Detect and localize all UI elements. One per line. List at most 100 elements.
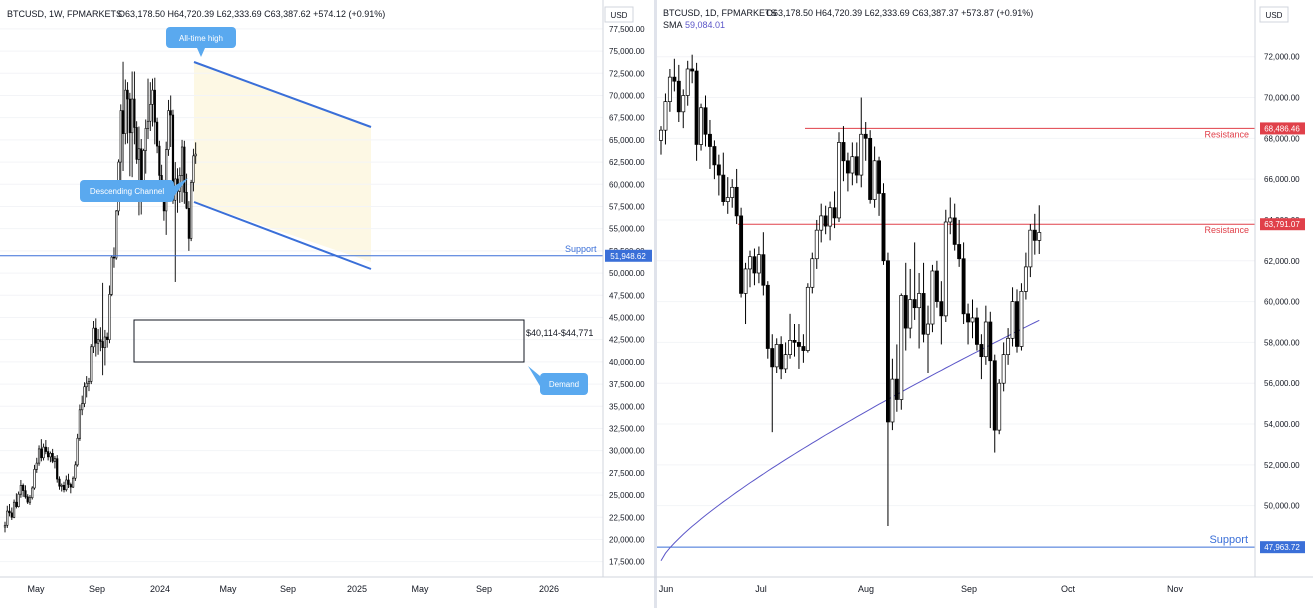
daily-candle-body [743, 268, 748, 294]
weekly-symbol-title: BTCUSD, 1W, FPMARKETS [7, 9, 122, 19]
weekly-candle-body [19, 485, 22, 495]
daily-currency-box [1259, 6, 1289, 23]
daily-chart-panel[interactable]: Resistance Resistance Support BTCUSD, 1D… [657, 8, 1255, 561]
weekly-candle-body [37, 448, 41, 464]
daily-candle-body [974, 317, 979, 345]
daily-candle-body [788, 339, 793, 355]
weekly-candle-body [110, 256, 113, 295]
weekly-chart-panel[interactable]: $40,114-$44,771 Support All-time high De… [0, 0, 603, 577]
daily-y-tick-label: 62,000.00 [1264, 257, 1300, 266]
daily-y-tick-label: 60,000.00 [1264, 298, 1300, 307]
weekly-candle-body [49, 453, 52, 458]
weekly-candle-body [31, 487, 34, 499]
weekly-y-tick-label: 17,500.00 [609, 558, 645, 567]
daily-candle-body [774, 344, 779, 368]
daily-candle-body [828, 207, 833, 227]
daily-currency-label: USD [1266, 11, 1283, 20]
daily-candle-body [765, 284, 770, 349]
ath-callout-text: All-time high [179, 34, 223, 43]
weekly-y-tick-label: 55,000.00 [609, 225, 645, 234]
weekly-candle-body [115, 210, 118, 259]
daily-candle-body [868, 137, 873, 200]
weekly-y-tick-label: 62,500.00 [609, 158, 645, 167]
daily-candle-body [752, 256, 757, 274]
channel-lower-line[interactable] [193, 201, 372, 270]
weekly-candle-body [153, 89, 156, 123]
daily-price-axis[interactable]: USD 50,000.00 52,000.00 54,000.00 56,000.00… [1254, 0, 1305, 577]
daily-time-axis[interactable]: Jun Jul Aug Sep Oct Nov [659, 584, 1184, 594]
daily-gridlines [657, 56, 1255, 507]
daily-ohlc-readout: O63,178.50 H64,720.39 L62,333.69 C63,387… [766, 8, 1033, 18]
weekly-candle-body [47, 451, 50, 458]
daily-y-tick-label: 58,000.00 [1264, 338, 1300, 347]
weekly-candle-body [133, 98, 136, 128]
demand-zone-box[interactable] [133, 319, 525, 363]
daily-y-tick-label: 68,000.00 [1264, 134, 1300, 143]
ath-callout-box [166, 27, 236, 48]
weekly-y-tick-label: 25,000.00 [609, 491, 645, 500]
daily-candle-body [899, 295, 904, 400]
weekly-candle-body [131, 98, 134, 134]
daily-candle-body [779, 344, 784, 370]
weekly-candle-body [194, 153, 197, 157]
weekly-candle-body [76, 437, 79, 466]
daily-y-tick-label: 72,000.00 [1264, 53, 1300, 62]
weekly-y-tick-label: 57,500.00 [609, 202, 645, 211]
channel-upper-line[interactable] [193, 61, 372, 128]
daily-candle-body [663, 101, 668, 131]
daily-candle-body [1001, 354, 1006, 384]
weekly-candle-body [137, 148, 141, 160]
daily-candle-body [1023, 266, 1028, 292]
weekly-candle-body [58, 478, 61, 487]
weekly-x-tick-label: May [411, 584, 429, 594]
weekly-support-price: 51,948.62 [610, 252, 646, 261]
weekly-candle-body [124, 89, 127, 134]
weekly-candle-body [60, 485, 63, 487]
weekly-y-tick-label: 77,500.00 [609, 25, 645, 34]
resistance-price-upper: 68,486.46 [1264, 124, 1300, 133]
daily-candle-body [908, 299, 913, 329]
weekly-candle-body [35, 462, 38, 470]
daily-y-tick-label: 50,000.00 [1264, 502, 1300, 511]
panel-divider[interactable] [654, 0, 657, 608]
daily-candle-body [961, 258, 966, 315]
weekly-candle-body [69, 484, 72, 488]
weekly-candle-body [94, 327, 97, 344]
daily-candle-body [770, 348, 775, 368]
weekly-candle-body [10, 512, 13, 518]
daily-y-tick-label: 56,000.00 [1264, 379, 1300, 388]
weekly-candle-body [169, 110, 172, 116]
daily-candle-body [716, 164, 721, 176]
weekly-x-tick-label: Sep [476, 584, 492, 594]
weekly-y-tick-label: 42,500.00 [609, 336, 645, 345]
weekly-candle-body [24, 490, 27, 498]
daily-candle-body [730, 186, 735, 198]
weekly-candle-body [158, 145, 161, 176]
channel-callout[interactable]: Descending Channel [80, 178, 188, 202]
weekly-candle-body [185, 191, 188, 209]
daily-candle-body [939, 301, 944, 317]
daily-candle-body [690, 68, 695, 72]
weekly-candle-body [65, 479, 68, 491]
weekly-time-axis[interactable]: May Sep 2024 May Sep 2025 May Sep 2026 [27, 584, 559, 594]
weekly-price-axis[interactable]: USD 17,500.00 20,000.00 22,500.00 25,000.00… [602, 0, 652, 577]
weekly-candle-body [83, 386, 86, 404]
daily-candle-body [1037, 232, 1042, 241]
sma-line[interactable] [660, 319, 1040, 561]
weekly-candle-body [183, 146, 186, 193]
daily-candle-body [814, 229, 819, 260]
weekly-candle-body [44, 446, 47, 452]
weekly-candle-body [128, 98, 131, 134]
daily-candle-body [957, 244, 962, 260]
weekly-y-tick-label: 65,000.00 [609, 136, 645, 145]
demand-callout-box [540, 373, 588, 395]
daily-candle-body [881, 193, 886, 262]
demand-callout[interactable]: Demand [528, 366, 588, 395]
daily-candle-body [685, 68, 690, 96]
weekly-y-tick-label: 70,000.00 [609, 91, 645, 100]
weekly-candle-body [15, 501, 18, 507]
daily-candle-body [877, 160, 882, 194]
weekly-y-tick-label: 60,000.00 [609, 180, 645, 189]
weekly-y-tick-label: 47,500.00 [609, 291, 645, 300]
ath-callout[interactable]: All-time high [166, 27, 236, 57]
